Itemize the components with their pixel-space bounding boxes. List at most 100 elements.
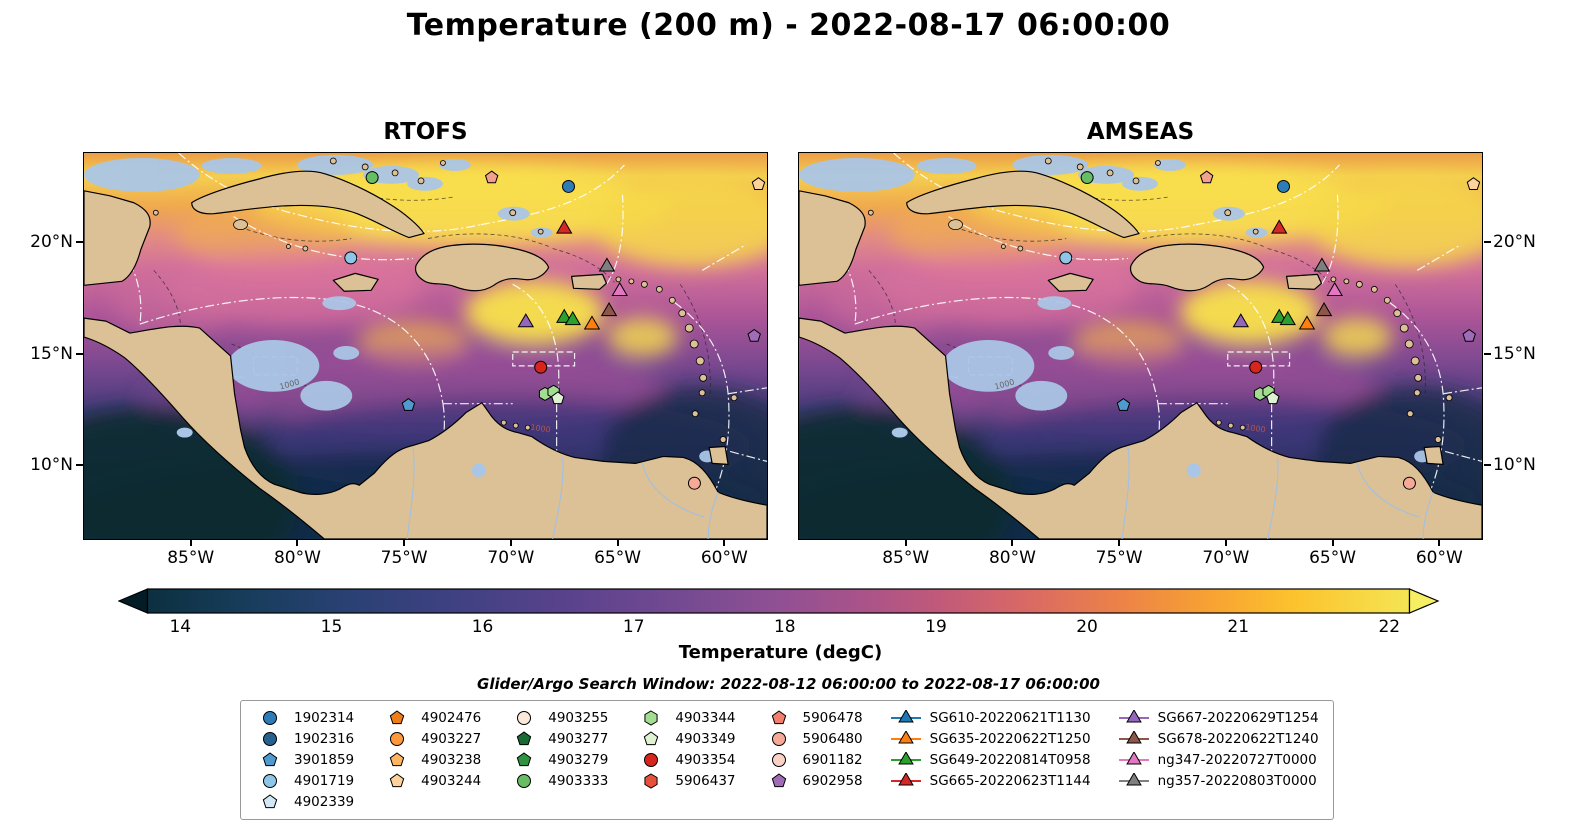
legend-item: 4903277 <box>507 729 608 749</box>
x-tick-mark <box>296 539 299 546</box>
platform-marker <box>1277 180 1290 193</box>
x-tick-mark <box>189 539 192 546</box>
x-tick-mark <box>1224 539 1227 546</box>
pentagon-marker-icon <box>389 752 405 767</box>
legend-item-label: 3901859 <box>294 752 355 768</box>
platform-marker <box>1402 476 1416 490</box>
legend-item-label: 4903238 <box>421 752 482 768</box>
platform-marker <box>1232 313 1250 328</box>
platform-marker <box>1059 251 1073 265</box>
legend-item-label: SG665-20220623T1144 <box>929 773 1091 789</box>
pentagon-marker-icon <box>771 773 786 788</box>
legend-column: 4903344 4903349 4903354 5906437 <box>634 708 736 791</box>
colorbar-tick-label: 18 <box>773 617 796 637</box>
platform-marker <box>562 180 575 193</box>
legend-item-label: 4903244 <box>421 773 482 789</box>
platform-marker <box>1116 398 1131 411</box>
legend-item: 6901182 <box>762 750 863 770</box>
x-tick-label: 65°W <box>594 548 642 568</box>
platform-marker <box>611 281 628 297</box>
legend-item-label: 4903344 <box>675 710 736 726</box>
legend-item-label: SG610-20220621T1130 <box>929 710 1091 726</box>
colorbar: 14 15 16 17 18 19 20 21 22 Temperature (degC) <box>118 588 1443 663</box>
platform-marker <box>551 391 565 405</box>
glider-track-marker-icon <box>890 752 921 765</box>
colorbar-tick-label: 17 <box>622 617 645 637</box>
y-tick-label: 20°N <box>30 232 73 253</box>
platform-marker <box>1080 171 1094 185</box>
legend-item: 4903349 <box>634 729 736 749</box>
legend-item: 5906478 <box>762 708 863 728</box>
circle-marker-icon <box>644 753 659 767</box>
x-tick-label: 70°W <box>487 548 535 568</box>
pentagon-marker-icon <box>389 710 405 725</box>
platform-marker <box>598 257 616 272</box>
y-tick-label: 10°N <box>30 455 73 476</box>
platform-marker <box>517 313 535 328</box>
platform-marker <box>1326 281 1343 297</box>
legend-item-label: 4903349 <box>675 731 736 747</box>
platform-marker <box>344 251 358 265</box>
pentagon-marker-icon <box>517 731 532 746</box>
legend-item: SG665-20220623T1144 <box>889 771 1091 791</box>
legend-item: 4903354 <box>634 750 736 770</box>
x-tick-mark <box>723 539 726 546</box>
legend-item-label: 4902339 <box>294 794 355 810</box>
platform-marker <box>1298 315 1316 330</box>
colorbar-tick-label: 15 <box>320 617 343 637</box>
y-tick-mark <box>75 464 83 467</box>
legend-item: 4901719 <box>253 771 354 791</box>
platform-marker <box>1315 301 1333 317</box>
legend-item-label: ng357-20220803T0000 <box>1157 773 1317 789</box>
platform-marker <box>600 301 618 317</box>
search-window-text: Glider/Argo Search Window: 2022-08-12 06… <box>477 675 1100 693</box>
colorbar-tick-label: 19 <box>925 617 947 637</box>
y-tick-label: 20°N <box>1493 232 1536 253</box>
glider-track-marker-icon <box>890 773 921 786</box>
x-tick-label: 60°W <box>1415 548 1463 568</box>
y-tick-mark <box>1483 241 1491 244</box>
platform-marker <box>534 360 548 374</box>
legend-item-label: 4903354 <box>675 752 736 768</box>
x-tick-mark <box>1118 539 1121 546</box>
glider-track-marker-icon <box>890 710 921 723</box>
colorbar-ticks: 14 15 16 17 18 19 20 21 22 <box>118 617 1443 639</box>
y-tick-mark <box>75 352 83 355</box>
platform-marker <box>365 171 379 185</box>
legend-item: SG667-20220629T1254 <box>1117 708 1319 728</box>
platform-marker <box>583 315 601 330</box>
glider-track-marker-icon <box>1118 731 1149 744</box>
contour-label: 1000 <box>1245 423 1266 435</box>
pentagon-marker-icon <box>771 710 786 725</box>
x-tick-mark <box>1331 539 1334 546</box>
legend-item-label: 4902476 <box>421 710 482 726</box>
platform-marker <box>687 476 701 490</box>
legend-item-label: 4903277 <box>548 731 609 747</box>
legend: 1902314 1902316 3901859 4901719 4902339 49024… <box>240 700 1334 820</box>
platform-marker-layer <box>344 170 766 490</box>
legend-column: 4903255 4903277 4903279 4903333 <box>507 708 608 791</box>
pentagon-marker-icon <box>644 731 659 746</box>
colorbar-bar <box>118 588 1440 614</box>
legend-item: 5906437 <box>634 771 736 791</box>
platform-marker <box>556 219 573 234</box>
platform-marker <box>1313 257 1331 272</box>
y-tick-label: 15°N <box>1493 343 1536 364</box>
legend-columns: 1902314 1902316 3901859 4901719 4902339 49024… <box>253 708 1321 812</box>
legend-item: ng347-20220727T0000 <box>1117 750 1319 770</box>
legend-item: 4903255 <box>507 708 608 728</box>
legend-item: SG635-20220622T1250 <box>889 729 1091 749</box>
panel-title-amseas: AMSEAS <box>1086 119 1195 145</box>
colorbar-tick-label: 20 <box>1076 617 1098 637</box>
legend-item-label: 4903227 <box>421 731 482 747</box>
colorbar-tick-label: 21 <box>1227 617 1250 637</box>
y-tick-label: 15°N <box>30 343 73 364</box>
y-tick-mark <box>1483 464 1491 467</box>
x-tick-label: 60°W <box>700 548 748 568</box>
platform-marker <box>1279 310 1296 326</box>
platform-marker <box>1466 177 1481 190</box>
legend-item: 3901859 <box>253 750 354 770</box>
pentagon-marker-icon <box>262 752 278 767</box>
